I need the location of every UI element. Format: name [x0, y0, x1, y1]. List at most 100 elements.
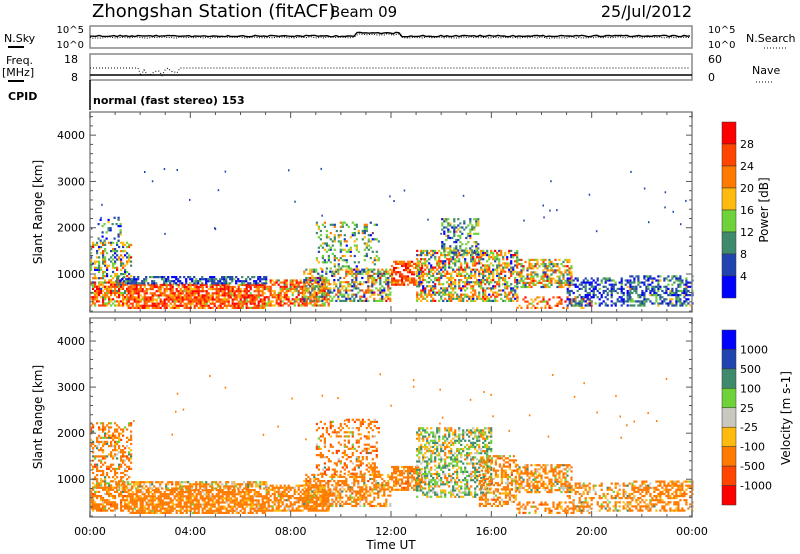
echo-cell — [526, 306, 529, 309]
echo-cell — [102, 469, 105, 473]
echo-cell — [94, 243, 97, 246]
echo-cell — [566, 269, 569, 272]
echo-cell — [460, 297, 463, 300]
echo-cell — [153, 499, 156, 502]
echo-cell — [647, 285, 650, 288]
echo-cell — [114, 291, 117, 295]
echo-cell — [241, 282, 244, 285]
echo-cell — [151, 505, 154, 508]
echo-cell — [373, 223, 376, 226]
echo-cell — [393, 271, 396, 274]
echo-cell — [104, 294, 107, 297]
echo-cell — [456, 274, 459, 277]
echo-cell — [98, 266, 101, 269]
echo-cell — [315, 295, 318, 298]
echo-cell — [120, 476, 123, 479]
echo-cell — [163, 283, 166, 286]
echo-cell — [195, 505, 198, 508]
echo-cell — [369, 285, 372, 288]
echo-cell — [94, 285, 97, 288]
echo-cell — [197, 511, 200, 514]
echo-cell — [153, 276, 156, 279]
echo-cell — [363, 232, 366, 235]
echo-cell — [147, 298, 150, 301]
echo-cell — [221, 306, 224, 309]
echo-cell — [562, 273, 565, 276]
echo-cell — [449, 230, 452, 233]
echo-cell — [129, 278, 132, 281]
echo-cell — [494, 299, 497, 302]
echo-cell — [323, 248, 326, 251]
echo-cell — [126, 283, 129, 286]
echo-cell — [159, 288, 162, 291]
echo-cell — [452, 276, 455, 280]
echo-cell — [582, 298, 585, 301]
echo-cell — [504, 299, 507, 302]
echo-cell — [221, 283, 224, 286]
echo-cell — [122, 471, 125, 475]
echo-cell — [475, 241, 478, 244]
echo-cell — [512, 270, 515, 273]
echo-cell — [241, 304, 244, 307]
echo-cell — [90, 445, 93, 448]
echo-cell — [443, 218, 446, 221]
echo-cell — [169, 499, 172, 502]
echo-cell — [486, 287, 489, 290]
echo-cell — [98, 256, 101, 259]
echo-cell — [110, 488, 113, 491]
echo-cell — [582, 296, 585, 299]
echo-cell — [667, 279, 670, 282]
nsky-panel: N.Sky 10^5 10^0 10^5 10^0 N.Search — [4, 25, 796, 51]
echo-cell — [630, 170, 632, 173]
echo-cell — [315, 257, 318, 260]
echo-cell — [92, 467, 95, 470]
echo-cell — [371, 281, 374, 284]
echo-cell — [225, 283, 228, 286]
echo-cell — [451, 251, 454, 254]
echo-cell — [526, 300, 529, 303]
echo-cell — [411, 264, 414, 268]
echo-cell — [430, 279, 433, 282]
echo-cell — [143, 290, 146, 293]
echo-cell — [379, 279, 382, 282]
echo-cell — [124, 289, 127, 293]
echo-cell — [259, 300, 262, 303]
echo-cell — [195, 296, 198, 299]
echo-cell — [100, 507, 103, 510]
echo-cell — [96, 438, 99, 441]
echo-cell — [239, 292, 242, 295]
echo-cell — [217, 280, 220, 283]
echo-cell — [94, 501, 97, 504]
echo-cell — [116, 467, 119, 470]
echo-cell — [229, 282, 232, 285]
echo-cell — [102, 449, 105, 452]
echo-cell — [436, 251, 439, 255]
echo-cell — [104, 270, 107, 274]
echo-cell — [120, 294, 123, 297]
echo-cell — [389, 293, 392, 296]
echo-cell — [633, 277, 636, 280]
echo-cell — [271, 283, 274, 286]
echo-cell — [353, 268, 356, 271]
echo-cell — [223, 276, 226, 279]
echo-cell — [440, 283, 443, 286]
echo-cell — [504, 291, 507, 294]
echo-cell — [102, 451, 105, 454]
echo-cell — [108, 482, 111, 485]
echo-cell — [203, 290, 206, 293]
echo-cell — [147, 282, 150, 285]
echo-cell — [118, 245, 121, 249]
echo-cell — [129, 499, 132, 502]
echo-cell — [542, 260, 545, 264]
echo-cell — [183, 509, 186, 512]
echo-cell — [193, 298, 196, 301]
echo-cell — [452, 289, 455, 292]
echo-cell — [229, 285, 232, 289]
echo-cell — [281, 300, 284, 303]
echo-cell — [478, 285, 481, 288]
echo-cell — [237, 501, 240, 504]
echo-cell — [426, 254, 429, 257]
echo-cell — [247, 300, 250, 303]
echo-cell — [365, 272, 368, 275]
echo-cell — [476, 297, 479, 300]
